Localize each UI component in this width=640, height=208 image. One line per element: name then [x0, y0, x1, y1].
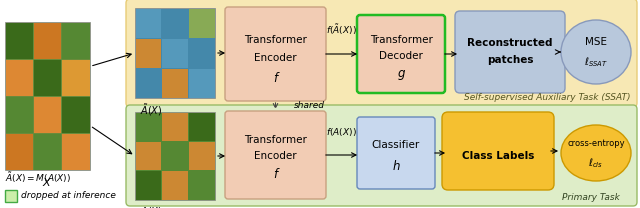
Text: Reconstructed: Reconstructed	[467, 38, 553, 48]
FancyBboxPatch shape	[162, 171, 188, 199]
Text: $\tilde{A}(X) = M(A(X))$: $\tilde{A}(X) = M(A(X))$	[5, 171, 71, 185]
Text: Decoder: Decoder	[379, 51, 423, 61]
FancyBboxPatch shape	[126, 0, 637, 107]
FancyBboxPatch shape	[225, 7, 326, 101]
FancyBboxPatch shape	[62, 59, 90, 95]
FancyBboxPatch shape	[189, 171, 214, 199]
FancyBboxPatch shape	[162, 113, 188, 141]
FancyBboxPatch shape	[5, 22, 90, 170]
Text: $\ell_{cls}$: $\ell_{cls}$	[588, 156, 604, 170]
Text: Transformer: Transformer	[244, 35, 307, 45]
FancyBboxPatch shape	[136, 38, 161, 68]
FancyBboxPatch shape	[126, 105, 637, 206]
FancyBboxPatch shape	[34, 134, 61, 170]
FancyBboxPatch shape	[34, 97, 61, 132]
FancyBboxPatch shape	[135, 112, 215, 200]
FancyBboxPatch shape	[6, 134, 33, 170]
Text: $\ell_{SSAT}$: $\ell_{SSAT}$	[584, 55, 608, 69]
Text: Primary Task: Primary Task	[562, 192, 620, 202]
Text: $X$: $X$	[42, 176, 52, 188]
Text: $A(X)$: $A(X)$	[140, 206, 163, 208]
Text: patches: patches	[487, 55, 533, 65]
Text: Transformer: Transformer	[244, 135, 307, 145]
FancyBboxPatch shape	[62, 97, 90, 132]
FancyBboxPatch shape	[136, 113, 161, 141]
FancyBboxPatch shape	[62, 134, 90, 170]
Text: MSE: MSE	[585, 37, 607, 47]
Text: $\tilde{A}(X)$: $\tilde{A}(X)$	[140, 102, 163, 118]
FancyBboxPatch shape	[5, 190, 17, 202]
FancyBboxPatch shape	[189, 38, 214, 68]
FancyBboxPatch shape	[189, 68, 214, 98]
FancyBboxPatch shape	[136, 9, 161, 37]
FancyBboxPatch shape	[136, 68, 161, 98]
FancyBboxPatch shape	[34, 59, 61, 95]
FancyBboxPatch shape	[6, 59, 33, 95]
Text: Encoder: Encoder	[254, 53, 297, 63]
FancyBboxPatch shape	[189, 142, 214, 170]
FancyBboxPatch shape	[189, 113, 214, 141]
Text: dropped at inference: dropped at inference	[21, 192, 116, 201]
Text: $f(\tilde{A}(X))$: $f(\tilde{A}(X))$	[326, 23, 357, 37]
FancyBboxPatch shape	[162, 68, 188, 98]
Ellipse shape	[561, 125, 631, 181]
FancyBboxPatch shape	[225, 111, 326, 199]
FancyBboxPatch shape	[6, 22, 33, 58]
Text: Self-supervised Auxiliary Task (SSAT): Self-supervised Auxiliary Task (SSAT)	[463, 93, 630, 102]
Text: Classifier: Classifier	[372, 140, 420, 150]
FancyBboxPatch shape	[34, 22, 61, 58]
FancyBboxPatch shape	[136, 142, 161, 170]
Text: f: f	[273, 167, 278, 181]
Text: cross-entropy: cross-entropy	[567, 139, 625, 147]
Text: f: f	[273, 72, 278, 84]
FancyBboxPatch shape	[6, 97, 33, 132]
FancyBboxPatch shape	[62, 22, 90, 58]
FancyBboxPatch shape	[442, 112, 554, 190]
Text: Class Labels: Class Labels	[462, 151, 534, 161]
FancyBboxPatch shape	[136, 171, 161, 199]
Text: Encoder: Encoder	[254, 151, 297, 161]
FancyBboxPatch shape	[357, 117, 435, 189]
Ellipse shape	[561, 20, 631, 84]
Text: g: g	[397, 68, 404, 80]
FancyBboxPatch shape	[135, 8, 215, 98]
Text: shared: shared	[294, 102, 324, 110]
FancyBboxPatch shape	[162, 38, 188, 68]
Text: h: h	[392, 161, 400, 173]
FancyBboxPatch shape	[357, 15, 445, 93]
FancyBboxPatch shape	[162, 142, 188, 170]
Text: Transformer: Transformer	[369, 35, 433, 45]
FancyBboxPatch shape	[189, 9, 214, 37]
Text: $f(A(X))$: $f(A(X))$	[326, 126, 357, 138]
FancyBboxPatch shape	[455, 11, 565, 93]
FancyBboxPatch shape	[162, 9, 188, 37]
